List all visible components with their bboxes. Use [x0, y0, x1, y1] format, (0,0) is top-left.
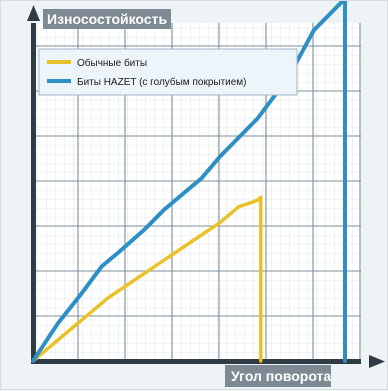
y-axis-arrow-icon [27, 5, 40, 21]
y-axis-title: Износостойкость [47, 11, 167, 27]
y-axis-line [31, 23, 36, 361]
series-line-hazet [31, 1, 347, 363]
legend: Обычные биты Биты HAZET (с голубым покры… [38, 48, 298, 96]
x-axis-arrow-icon [369, 355, 385, 368]
legend-box [38, 48, 298, 96]
y-axis-title-bg [43, 9, 171, 29]
legend-label-hazet: Биты HAZET (с голубым покрытием) [77, 76, 247, 88]
x-axis-title-bg [225, 365, 331, 387]
series-line-regular [31, 195, 263, 363]
legend-label-regular: Обычные биты [77, 57, 147, 69]
x-axis-line [31, 359, 361, 364]
series-layer [31, 1, 347, 363]
x-axis-title: Угол поворота [231, 368, 331, 384]
